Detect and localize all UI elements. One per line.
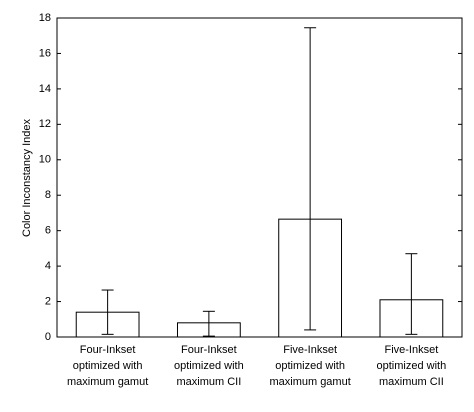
y-tick-label: 2 xyxy=(45,295,51,307)
x-tick-label: Five-Inkset xyxy=(384,344,438,356)
x-tick-label: maximum CII xyxy=(176,376,241,388)
x-tick-label: Four-Inkset xyxy=(181,344,237,356)
y-tick-label: 0 xyxy=(45,331,51,343)
x-tick-label: maximum gamut xyxy=(269,376,350,388)
x-tick-label: maximum CII xyxy=(379,376,444,388)
x-tick-label: optimized with xyxy=(174,360,244,372)
x-tick-label: Four-Inkset xyxy=(80,344,136,356)
y-tick-label: 16 xyxy=(39,47,51,59)
y-tick-label: 12 xyxy=(39,118,51,130)
y-tick-label: 14 xyxy=(39,83,51,95)
y-tick-label: 8 xyxy=(45,189,51,201)
x-tick-label: maximum gamut xyxy=(67,376,148,388)
x-tick-label: optimized with xyxy=(377,360,447,372)
y-tick-label: 4 xyxy=(45,260,51,272)
x-tick-label: optimized with xyxy=(275,360,345,372)
x-tick-label: Five-Inkset xyxy=(283,344,337,356)
plot-frame xyxy=(56,17,463,338)
x-tick-label: optimized with xyxy=(73,360,143,372)
y-tick-label: 6 xyxy=(45,225,51,237)
y-tick-label: 18 xyxy=(39,12,51,24)
y-axis-label: Color Inconstancy Index xyxy=(21,118,33,237)
y-tick-label: 10 xyxy=(39,154,51,166)
